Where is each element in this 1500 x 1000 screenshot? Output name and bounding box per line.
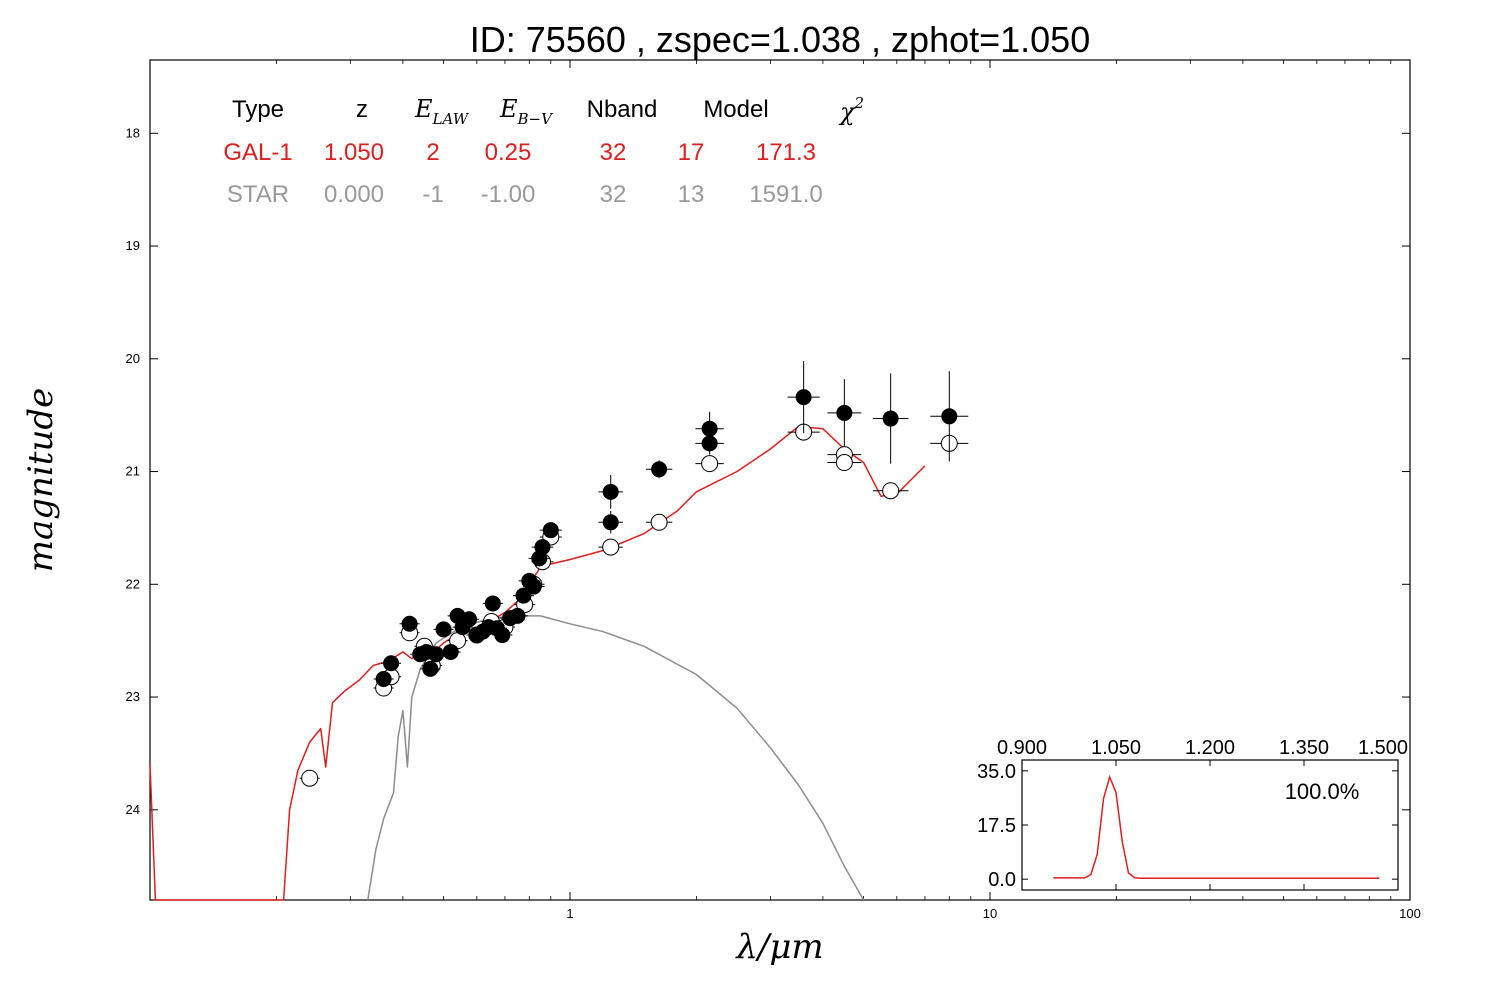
x-axis-label: λ/μm bbox=[734, 927, 823, 967]
gal-cell: 1.050 bbox=[324, 139, 384, 166]
observed-flux-point bbox=[534, 539, 551, 556]
x-tick-label: 100 bbox=[1399, 906, 1421, 921]
model-flux-point bbox=[835, 454, 853, 472]
gal-cell: 17 bbox=[678, 139, 705, 166]
inset-y-tick-label: 35.0 bbox=[977, 761, 1016, 783]
observed-flux-point bbox=[882, 410, 899, 427]
model-flux-point bbox=[882, 482, 900, 500]
y-tick-label: 18 bbox=[126, 125, 140, 140]
galaxy-model-curve bbox=[149, 425, 926, 901]
fit-results-table: Type z ELAW EB−V Nband Model χ2 GAL-1 1.0… bbox=[223, 94, 864, 208]
header-z: z bbox=[356, 96, 368, 123]
header-elaw: ELAW bbox=[414, 95, 470, 128]
observed-flux-point bbox=[836, 404, 853, 421]
inset-x-tick-label: 1.500 bbox=[1358, 737, 1408, 759]
gal-cell: 2 bbox=[426, 139, 439, 166]
observed-flux-point bbox=[701, 435, 718, 452]
y-tick-label: 19 bbox=[126, 238, 140, 253]
sed-plot: 1 10 100 18 19 20 21 22 23 24 bbox=[126, 59, 1421, 921]
observed-flux-point bbox=[509, 607, 526, 624]
star-cell: 0.000 bbox=[324, 181, 384, 208]
observed-flux-point bbox=[435, 621, 452, 638]
observed-flux-point bbox=[795, 389, 812, 406]
model-curves bbox=[149, 425, 926, 901]
observed-flux-point bbox=[375, 671, 392, 688]
model-flux-point bbox=[301, 769, 319, 787]
observed-flux-point bbox=[651, 461, 668, 478]
y-tick-label: 21 bbox=[126, 464, 140, 479]
inset-x-tick-label: 1.350 bbox=[1279, 737, 1329, 759]
observed-flux-point bbox=[442, 643, 459, 660]
header-model: Model bbox=[703, 96, 768, 123]
observed-flux-point bbox=[602, 514, 619, 531]
header-ebv: EB−V bbox=[499, 95, 554, 128]
inset-x-tick-label: 0.900 bbox=[997, 737, 1047, 759]
model-flux-point bbox=[650, 513, 668, 531]
header-chi2: χ2 bbox=[838, 94, 864, 126]
star-cell: STAR bbox=[227, 181, 289, 208]
observed-flux-point bbox=[383, 655, 400, 672]
observed-flux-point bbox=[428, 646, 445, 663]
plot-frame bbox=[149, 59, 1411, 901]
header-nband: Nband bbox=[587, 96, 658, 123]
inset-x-tick-label: 1.050 bbox=[1091, 737, 1141, 759]
star-cell: -1 bbox=[422, 181, 443, 208]
observed-flux-point bbox=[494, 627, 511, 644]
table-rows: GAL-1 1.050 2 0.25 32 17 171.3 STAR 0.000 -1 -1.00… bbox=[223, 139, 822, 208]
observed-flux-point bbox=[941, 408, 958, 425]
pdf-percentage: 100.0% bbox=[1285, 779, 1360, 804]
gal-cell: 171.3 bbox=[756, 139, 816, 166]
model-flux-point bbox=[701, 455, 719, 473]
gal-cell: 0.25 bbox=[485, 139, 532, 166]
star-cell: 13 bbox=[678, 181, 705, 208]
observed-flux-point bbox=[461, 611, 478, 628]
observed-flux-point bbox=[542, 522, 559, 539]
star-cell: 1591.0 bbox=[749, 181, 822, 208]
gal-cell: GAL-1 bbox=[223, 139, 292, 166]
observed-flux-point bbox=[602, 483, 619, 500]
y-tick-label: 22 bbox=[126, 576, 140, 591]
observed-flux-point bbox=[515, 587, 532, 604]
y-tick-label: 24 bbox=[126, 802, 140, 817]
photometry-points bbox=[299, 361, 969, 787]
inset-axes: 0.900 1.050 1.200 1.350 1.500 0.0 17.5 35.0 bbox=[977, 737, 1408, 891]
pdf-curve bbox=[1053, 774, 1380, 879]
gal-cell: 32 bbox=[600, 139, 627, 166]
y-axis: 18 19 20 21 22 23 24 bbox=[126, 125, 1410, 817]
header-type: Type bbox=[232, 96, 284, 123]
x-tick-label: 10 bbox=[983, 906, 997, 921]
observed-flux-point bbox=[484, 595, 501, 612]
observed-flux-point bbox=[401, 615, 418, 632]
model-flux-point bbox=[602, 538, 620, 556]
inset-y-tick-label: 17.5 bbox=[977, 815, 1016, 837]
observed-flux-point bbox=[422, 660, 439, 677]
redshift-pdf-inset: 0.900 1.050 1.200 1.350 1.500 0.0 17.5 35.0 100… bbox=[977, 737, 1408, 891]
star-cell: -1.00 bbox=[481, 181, 536, 208]
star-cell: 32 bbox=[600, 181, 627, 208]
observed-flux-point bbox=[525, 578, 542, 595]
x-tick-label: 1 bbox=[566, 906, 573, 921]
y-tick-label: 23 bbox=[126, 689, 140, 704]
figure-title: ID: 75560 , zspec=1.038 , zphot=1.050 bbox=[470, 19, 1090, 60]
inset-y-tick-label: 0.0 bbox=[988, 869, 1016, 891]
inset-x-tick-label: 1.200 bbox=[1185, 737, 1235, 759]
y-tick-label: 20 bbox=[126, 351, 140, 366]
y-axis-label: magnitude bbox=[21, 388, 61, 573]
